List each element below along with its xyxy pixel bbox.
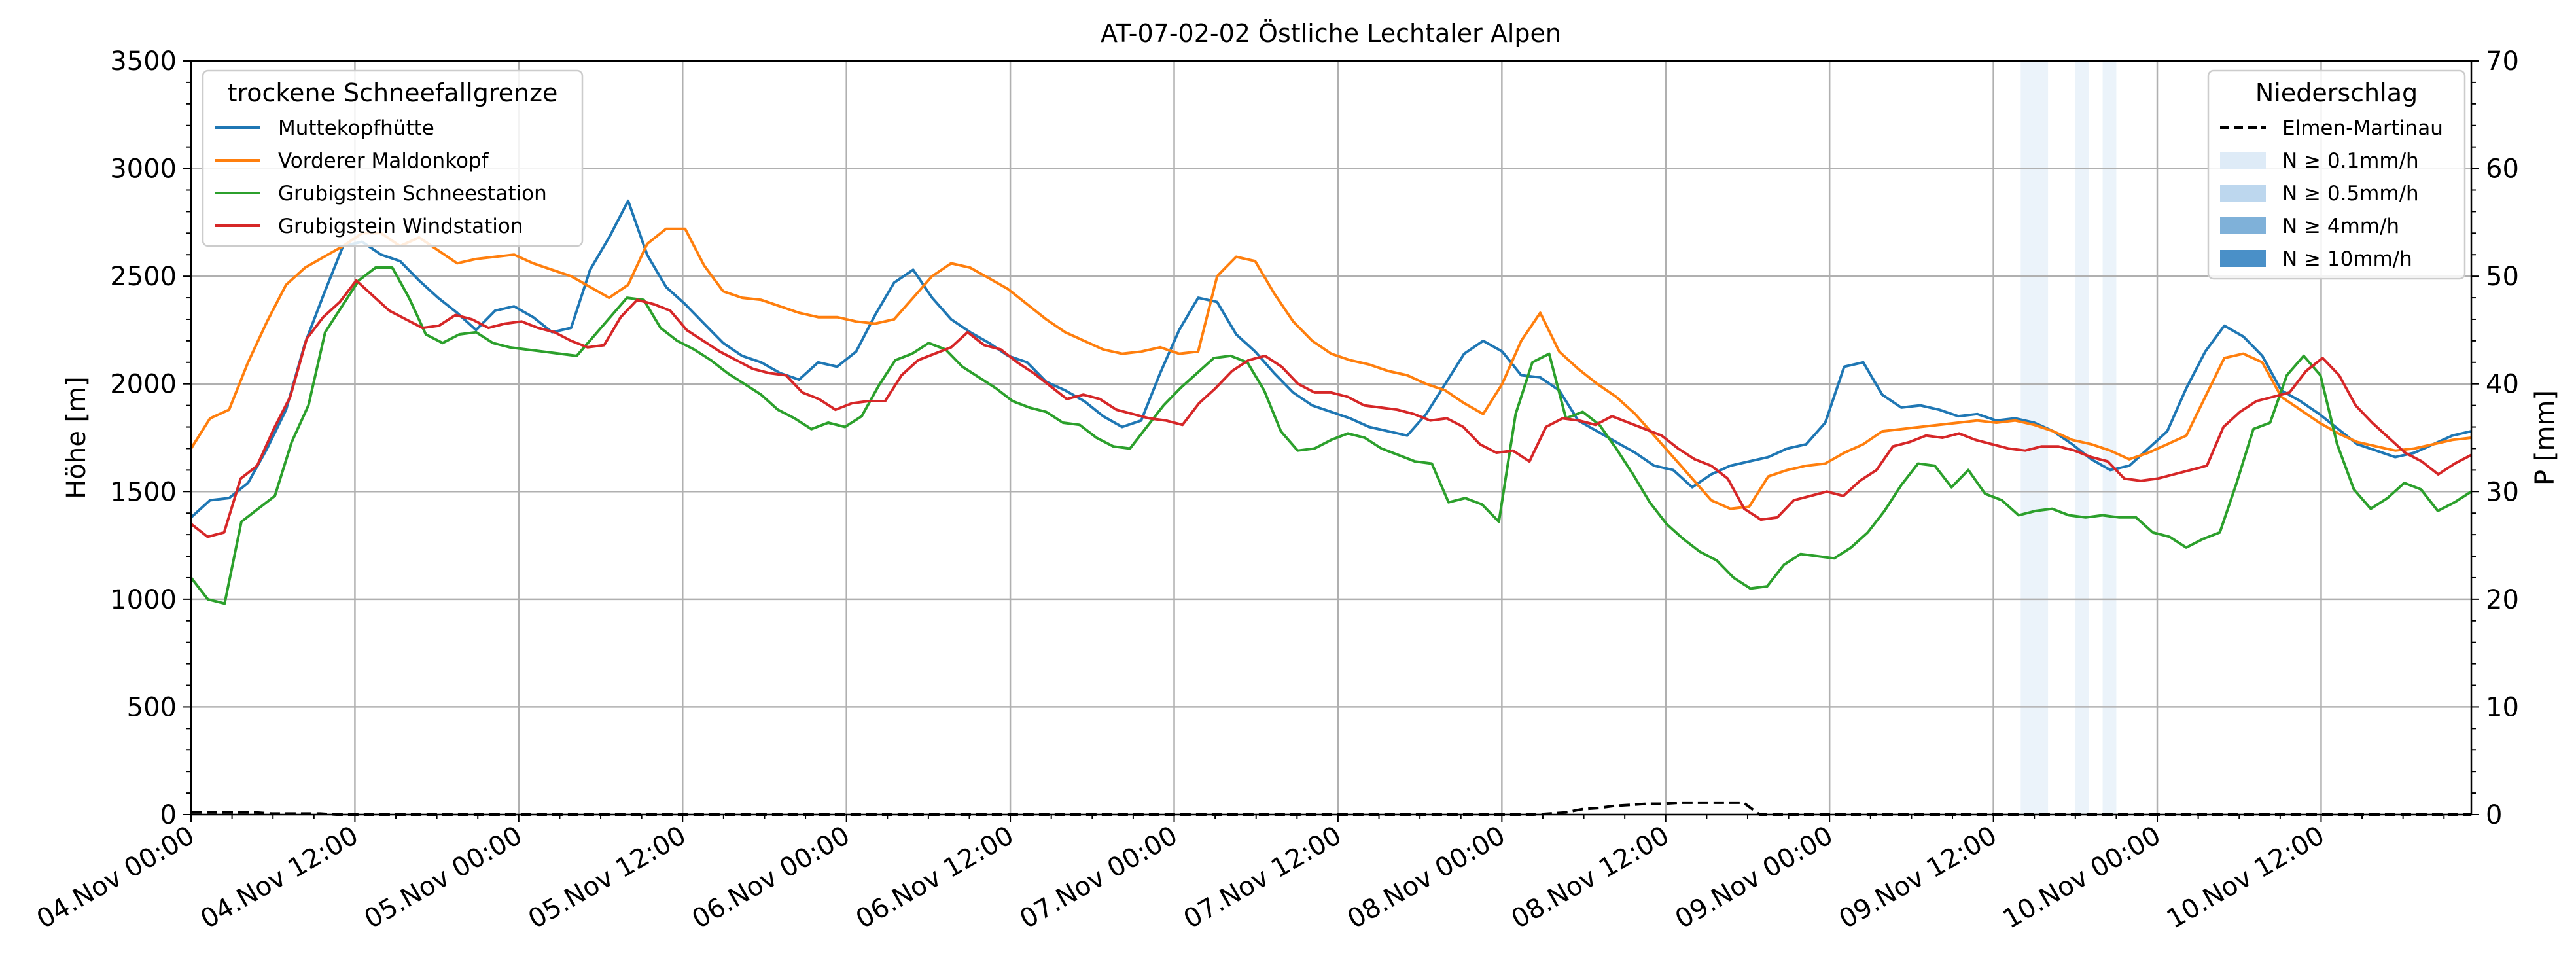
legend-precip-swatch-1 <box>2220 152 2266 169</box>
precip-band-1 <box>2075 61 2089 815</box>
series-line-2 <box>190 266 2473 605</box>
series-line-0 <box>190 199 2472 519</box>
legend-snowfall-label-3: Grubigstein Windstation <box>278 215 523 238</box>
legend-snowfall: trockene Schneefallgrenze Muttekopfhütte… <box>202 69 584 247</box>
chart-title: AT-07-02-02 Östliche Lechtaler Alpen <box>1101 19 1561 48</box>
legend-precip-label-4: N ≥ 10mm/h <box>2282 247 2412 271</box>
y2-tick-label-5: 50 <box>2486 262 2519 292</box>
y2-tick-label-1: 10 <box>2486 692 2519 722</box>
series-lines <box>190 199 2473 605</box>
legend-precip-label-2: N ≥ 0.5mm/h <box>2282 182 2419 205</box>
y2-axis-label: P [mm] <box>2530 390 2560 486</box>
y-tick-labels: 0 500 1000 1500 2000 2500 3000 3500 <box>110 46 177 830</box>
y-tick-label-2: 1000 <box>110 585 177 615</box>
axis-ticks <box>183 60 2479 822</box>
legend-snowfall-entries: Muttekopfhütte Vorderer Maldonkopf Grubigs… <box>215 116 547 238</box>
y2-tick-label-4: 40 <box>2486 370 2519 400</box>
precip-bands <box>2020 61 2117 815</box>
y-tick-label-4: 2000 <box>110 370 177 400</box>
y-tick-label-5: 2500 <box>110 262 177 292</box>
series-line-3 <box>190 279 2472 538</box>
y-axis-label: Höhe [m] <box>62 376 92 499</box>
legend-snowfall-frame <box>202 69 584 247</box>
y2-tick-label-3: 30 <box>2486 477 2519 507</box>
series-line-1 <box>190 227 2472 510</box>
legend-snowfall-title: trockene Schneefallgrenze <box>228 79 558 107</box>
plot-frame <box>190 60 2473 816</box>
y2-tick-label-7: 70 <box>2486 46 2519 77</box>
legend-precip-label-0: Elmen-Martinau <box>2282 116 2443 140</box>
legend-precip-label-1: N ≥ 0.1mm/h <box>2282 149 2419 173</box>
legend-precip-swatch-4 <box>2220 250 2266 267</box>
legend-precip-label-3: N ≥ 4mm/h <box>2282 215 2399 238</box>
y-tick-label-6: 3000 <box>110 154 177 185</box>
legend-snowfall-label-2: Grubigstein Schneestation <box>278 182 547 205</box>
y2-tick-labels: 0 10 20 30 40 50 60 70 <box>2486 46 2519 830</box>
legend-snowfall-label-0: Muttekopfhütte <box>278 116 434 140</box>
legend-snowfall-label-1: Vorderer Maldonkopf <box>278 149 489 173</box>
precip-band-0 <box>2020 61 2049 815</box>
legend-precip-swatch-2 <box>2220 185 2266 202</box>
legend-precip-swatch-3 <box>2220 217 2266 234</box>
y2-tick-label-2: 20 <box>2486 585 2519 615</box>
y-tick-label-0: 0 <box>160 800 177 830</box>
legend-precip-entries: Elmen-Martinau N ≥ 0.1mm/h N ≥ 0.5mm/h N ≥ … <box>2220 116 2443 271</box>
legend-precip: Niederschlag Elmen-Martinau N ≥ 0.1mm/h N … <box>2207 69 2466 280</box>
y-tick-label-7: 3500 <box>110 46 177 77</box>
precip-band-2 <box>2102 61 2117 815</box>
y-tick-label-3: 1500 <box>110 477 177 507</box>
y2-tick-label-6: 60 <box>2486 154 2519 185</box>
legend-precip-title: Niederschlag <box>2255 79 2418 107</box>
y-tick-label-1: 500 <box>127 692 177 722</box>
legend-precip-frame <box>2207 69 2466 280</box>
y2-tick-label-0: 0 <box>2486 800 2502 830</box>
